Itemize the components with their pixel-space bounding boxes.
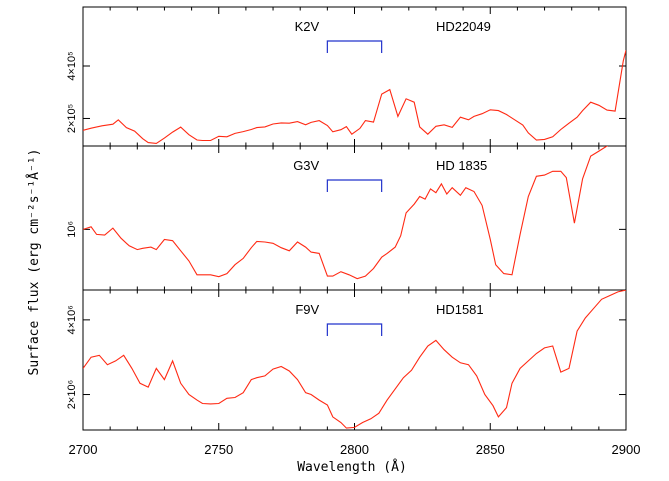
line-region-bracket bbox=[326, 179, 383, 192]
y-tick-label: 4×10⁶ bbox=[66, 305, 78, 334]
y-axis-title: Surface flux (erg cm⁻²s⁻¹Å⁻¹) bbox=[26, 149, 42, 376]
panel-3: 2×10⁶ 4×10⁶ F9V HD1581 bbox=[66, 289, 627, 431]
star-name-label: HD 1835 bbox=[436, 158, 487, 173]
panel-frame bbox=[82, 145, 627, 291]
y-tick-label: 4×10⁵ bbox=[66, 51, 78, 80]
spectrum-line bbox=[83, 290, 626, 429]
spectral-type-label: F9V bbox=[295, 302, 319, 317]
y-tick-label: 2×10⁶ bbox=[66, 380, 78, 409]
x-tick-label: 2900 bbox=[612, 442, 641, 457]
panel-frame bbox=[82, 289, 627, 431]
panels: 2×10⁵ 4×10⁵ K2V HD22049 10⁶ G3V HD 1835 2×10⁶ 4×… bbox=[66, 6, 627, 431]
spectrum-line bbox=[83, 146, 609, 280]
y-tick-label: 10⁶ bbox=[66, 221, 78, 238]
star-name-label: HD22049 bbox=[436, 19, 491, 34]
panel-frame bbox=[82, 6, 627, 147]
line-region-bracket bbox=[326, 323, 383, 336]
panel-2: 10⁶ G3V HD 1835 bbox=[66, 145, 627, 291]
star-name-label: HD1581 bbox=[436, 302, 484, 317]
x-axis-title: Wavelength (Å) bbox=[297, 459, 407, 475]
x-tick-label: 2850 bbox=[476, 442, 505, 457]
x-tick-label: 2800 bbox=[340, 442, 369, 457]
x-tick-label: 2700 bbox=[69, 442, 98, 457]
spectral-type-label: G3V bbox=[293, 158, 319, 173]
x-axis-ticks: 2700 2750 2800 2850 2900 bbox=[69, 442, 641, 457]
spectral-type-label: K2V bbox=[295, 19, 320, 34]
y-tick-label: 2×10⁵ bbox=[66, 104, 78, 133]
x-tick-label: 2750 bbox=[204, 442, 233, 457]
spectrum-line bbox=[83, 50, 626, 144]
line-region-bracket bbox=[326, 40, 383, 53]
panel-1: 2×10⁵ 4×10⁵ K2V HD22049 bbox=[66, 6, 627, 147]
